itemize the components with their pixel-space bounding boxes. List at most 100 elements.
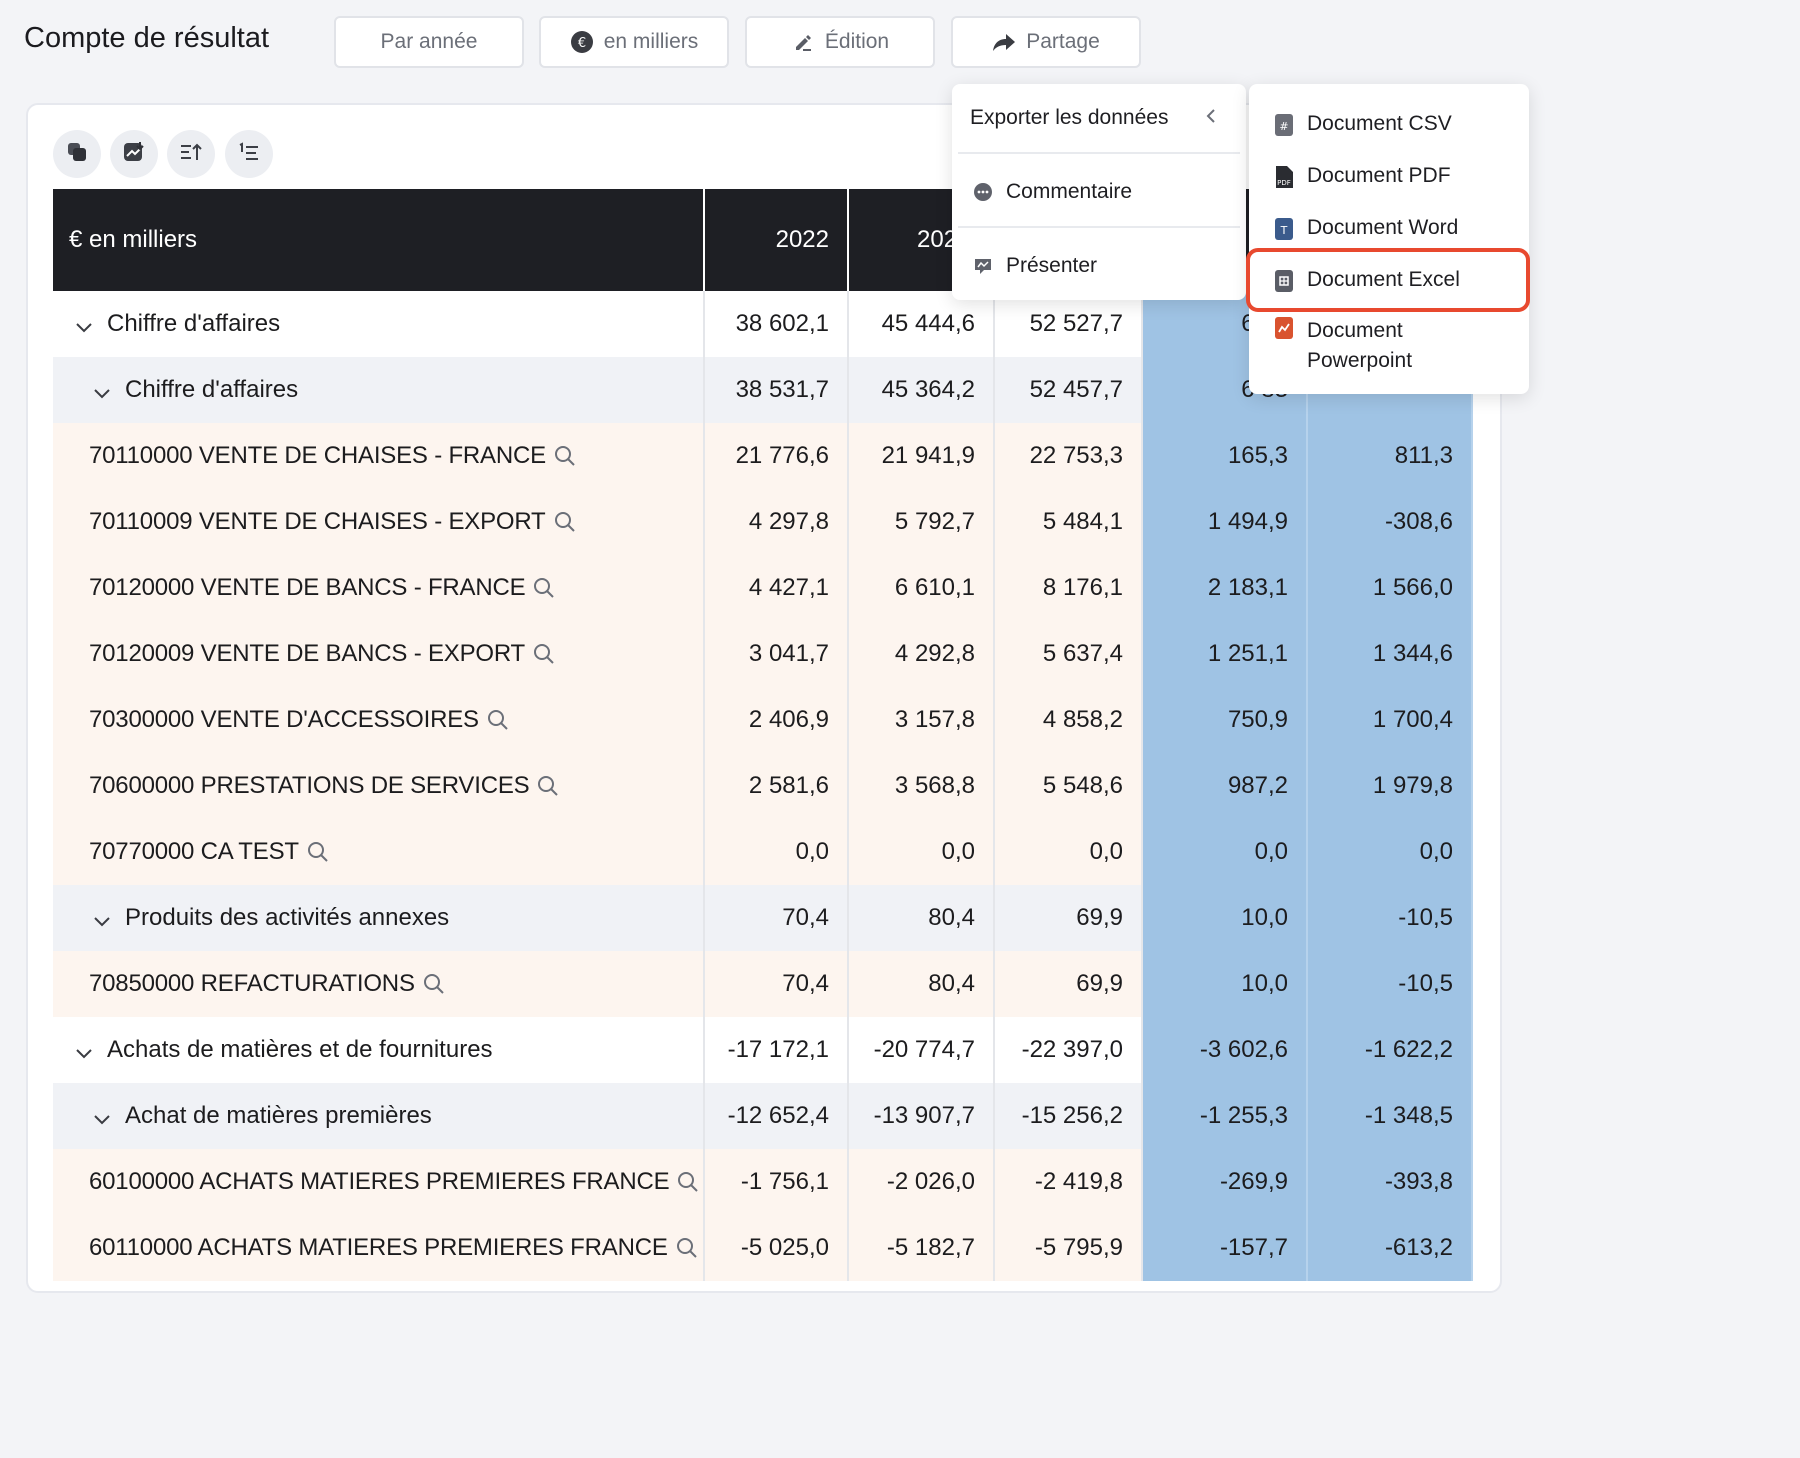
value-cell: -1 756,1 bbox=[705, 1149, 849, 1215]
value-cell: 52 457,7 bbox=[995, 357, 1143, 423]
row-label-cell: 70850000 REFACTURATIONS bbox=[53, 951, 705, 1017]
table-row[interactable]: Achats de matières et de fournitures -17 … bbox=[53, 1017, 1473, 1083]
table-row[interactable]: 70110009 VENTE DE CHAISES - EXPORT 4 297,… bbox=[53, 489, 1473, 555]
value-cell: 69,9 bbox=[995, 951, 1143, 1017]
value-cell: 52 527,7 bbox=[995, 291, 1143, 357]
svg-text:PDF: PDF bbox=[1277, 179, 1291, 187]
search-icon[interactable] bbox=[537, 775, 559, 797]
svg-text:#: # bbox=[1279, 120, 1288, 133]
period-button[interactable]: Par année bbox=[334, 16, 524, 68]
table-row[interactable]: 70110000 VENTE DE CHAISES - FRANCE 21 776… bbox=[53, 423, 1473, 489]
value-cell: 10,0 bbox=[1143, 951, 1308, 1017]
value-cell: -157,7 bbox=[1143, 1215, 1308, 1281]
sort-icon bbox=[179, 140, 203, 169]
value-cell: -1 348,5 bbox=[1308, 1083, 1473, 1149]
value-cell: -5 795,9 bbox=[995, 1215, 1143, 1281]
powerpoint-label-line2: Powerpoint bbox=[1307, 349, 1413, 372]
present-label: Présenter bbox=[1006, 254, 1098, 277]
search-icon[interactable] bbox=[307, 841, 329, 863]
value-cell: 750,9 bbox=[1143, 687, 1308, 753]
export-powerpoint-item[interactable]: Document Powerpoint bbox=[1273, 316, 1412, 378]
value-cell: -3 602,6 bbox=[1143, 1017, 1308, 1083]
export-word-item[interactable]: T Document Word bbox=[1273, 214, 1458, 242]
unit-button-label: en milliers bbox=[603, 30, 699, 53]
chevron-left-icon bbox=[1204, 106, 1218, 132]
search-icon[interactable] bbox=[554, 445, 576, 467]
search-icon[interactable] bbox=[487, 709, 509, 731]
value-cell: 6 610,1 bbox=[849, 555, 995, 621]
value-cell: -15 256,2 bbox=[995, 1083, 1143, 1149]
chevron-down-icon[interactable] bbox=[93, 1107, 111, 1125]
value-cell: 80,4 bbox=[849, 951, 995, 1017]
value-cell: 70,4 bbox=[705, 951, 849, 1017]
row-label-cell: Chiffre d'affaires bbox=[53, 291, 705, 357]
chevron-down-icon[interactable] bbox=[75, 1041, 93, 1059]
menu-divider bbox=[958, 226, 1240, 228]
value-cell: 0,0 bbox=[1308, 819, 1473, 885]
chevron-down-icon[interactable] bbox=[93, 909, 111, 927]
value-cell: 1 566,0 bbox=[1308, 555, 1473, 621]
table-row[interactable]: 70850000 REFACTURATIONS 70,4 80,4 69,9 10,0-… bbox=[53, 951, 1473, 1017]
value-cell: 69,9 bbox=[995, 885, 1143, 951]
period-button-label: Par année bbox=[380, 30, 478, 53]
table-row[interactable]: 70300000 VENTE D'ACCESSOIRES 2 406,9 3 157… bbox=[53, 687, 1473, 753]
export-data-menu-item[interactable]: Exporter les données bbox=[970, 104, 1230, 132]
chevron-down-icon[interactable] bbox=[93, 381, 111, 399]
table-row[interactable]: 70770000 CA TEST 0,0 0,0 0,0 0,0 0,0 bbox=[53, 819, 1473, 885]
copy-tool-button[interactable] bbox=[53, 130, 101, 178]
value-cell: 2 581,6 bbox=[705, 753, 849, 819]
pdf-label: Document PDF bbox=[1307, 164, 1451, 187]
search-icon[interactable] bbox=[676, 1237, 698, 1259]
table-row[interactable]: 70600000 PRESTATIONS DE SERVICES 2 581,6 3… bbox=[53, 753, 1473, 819]
search-icon[interactable] bbox=[423, 973, 445, 995]
sort-tool-button[interactable] bbox=[167, 130, 215, 178]
table-row[interactable]: Produits des activités annexes 70,4 80,4 69… bbox=[53, 885, 1473, 951]
row-label-cell: Achats de matières et de fournitures bbox=[53, 1017, 705, 1083]
value-cell: 811,3 bbox=[1308, 423, 1473, 489]
value-cell: 165,3 bbox=[1143, 423, 1308, 489]
value-cell: -13 907,7 bbox=[849, 1083, 995, 1149]
export-excel-item[interactable]: Document Excel bbox=[1273, 266, 1460, 294]
table-row[interactable]: 60110000 ACHATS MATIERES PREMIERES FRANC… bbox=[53, 1215, 1473, 1281]
row-label: 70770000 CA TEST bbox=[89, 838, 299, 865]
table-row[interactable]: Achat de matières premières -12 652,4 -13 … bbox=[53, 1083, 1473, 1149]
row-label-cell: Chiffre d'affaires bbox=[53, 357, 705, 423]
table-row[interactable]: 70120000 VENTE DE BANCS - FRANCE 4 427,1 6… bbox=[53, 555, 1473, 621]
edit-button[interactable]: Édition bbox=[745, 16, 935, 68]
row-label: Produits des activités annexes bbox=[125, 904, 450, 931]
export-pdf-item[interactable]: PDF Document PDF bbox=[1273, 162, 1451, 190]
header-col-0[interactable]: 2022 bbox=[705, 189, 849, 291]
present-menu-item[interactable]: Présenter bbox=[972, 252, 1097, 280]
export-csv-item[interactable]: # Document CSV bbox=[1273, 110, 1452, 138]
value-cell: -1 255,3 bbox=[1143, 1083, 1308, 1149]
unit-button[interactable]: € en milliers bbox=[539, 16, 729, 68]
chevron-down-icon[interactable] bbox=[75, 315, 93, 333]
table-row[interactable]: 70120009 VENTE DE BANCS - EXPORT 3 041,7 4… bbox=[53, 621, 1473, 687]
value-cell: 45 444,6 bbox=[849, 291, 995, 357]
search-icon[interactable] bbox=[533, 577, 555, 599]
search-icon[interactable] bbox=[677, 1171, 699, 1193]
row-label-cell: 70110000 VENTE DE CHAISES - FRANCE bbox=[53, 423, 705, 489]
comment-label: Commentaire bbox=[1006, 180, 1133, 203]
table-row[interactable]: Chiffre d'affaires 38 531,7 45 364,2 52 457… bbox=[53, 357, 1473, 423]
value-cell: 1 251,1 bbox=[1143, 621, 1308, 687]
value-cell: -2 419,8 bbox=[995, 1149, 1143, 1215]
value-cell: 1 979,8 bbox=[1308, 753, 1473, 819]
value-cell: 38 602,1 bbox=[705, 291, 849, 357]
value-cell: -22 397,0 bbox=[995, 1017, 1143, 1083]
value-cell: 2 406,9 bbox=[705, 687, 849, 753]
numbered-list-tool-button[interactable] bbox=[225, 130, 273, 178]
search-icon[interactable] bbox=[533, 643, 555, 665]
table-row[interactable]: 60100000 ACHATS MATIERES PREMIERES FRANC… bbox=[53, 1149, 1473, 1215]
share-button[interactable]: Partage bbox=[951, 16, 1141, 68]
chart-download-tool-button[interactable] bbox=[110, 130, 158, 178]
search-icon[interactable] bbox=[554, 511, 576, 533]
value-cell: 0,0 bbox=[705, 819, 849, 885]
comment-menu-item[interactable]: Commentaire bbox=[972, 178, 1132, 206]
value-cell: -5 025,0 bbox=[705, 1215, 849, 1281]
chart-download-icon bbox=[122, 140, 146, 169]
powerpoint-file-icon bbox=[1273, 316, 1295, 339]
row-label-cell: 60100000 ACHATS MATIERES PREMIERES FRANC… bbox=[53, 1149, 705, 1215]
edit-button-label: Édition bbox=[824, 30, 890, 53]
header-col-1[interactable]: 202 bbox=[917, 226, 958, 253]
